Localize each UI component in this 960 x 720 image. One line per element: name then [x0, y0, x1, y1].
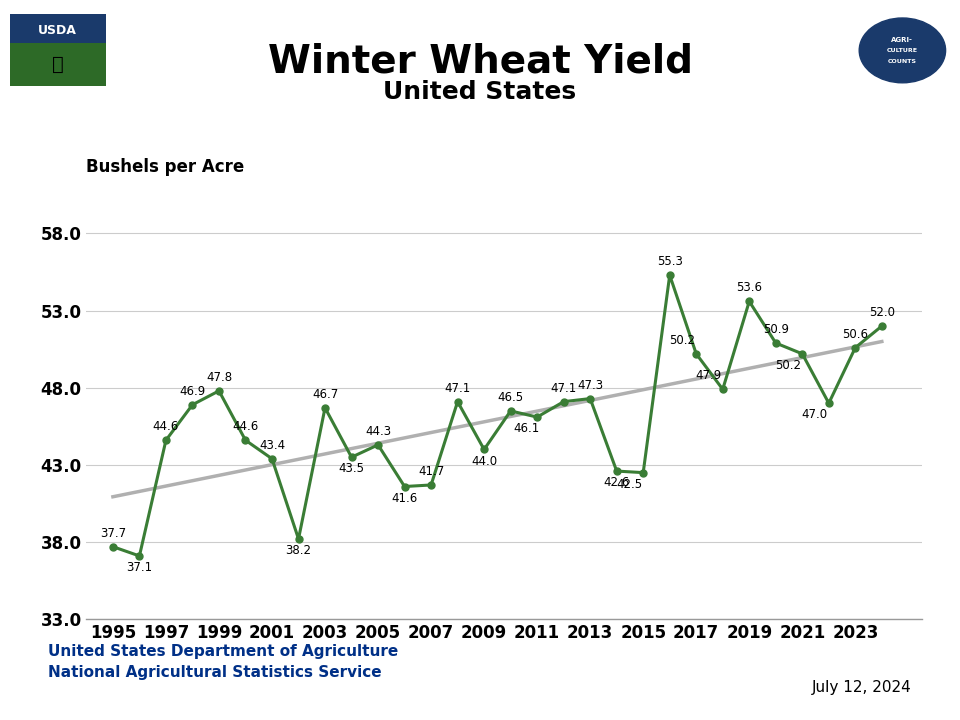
Text: 53.6: 53.6: [736, 282, 762, 294]
Text: 41.6: 41.6: [392, 492, 418, 505]
Text: 47.0: 47.0: [802, 408, 828, 421]
Text: 50.2: 50.2: [669, 334, 695, 347]
Text: USDA: USDA: [38, 24, 77, 37]
Text: 42.6: 42.6: [604, 476, 630, 489]
Text: 55.3: 55.3: [657, 255, 683, 268]
Text: 46.1: 46.1: [513, 422, 540, 435]
Text: 42.5: 42.5: [616, 477, 642, 491]
Text: COUNTS: COUNTS: [888, 59, 917, 63]
Text: 47.3: 47.3: [577, 379, 603, 392]
Text: 47.8: 47.8: [205, 371, 232, 384]
Text: Bushels per Acre: Bushels per Acre: [86, 158, 245, 176]
Text: 47.1: 47.1: [550, 382, 577, 395]
Text: July 12, 2024: July 12, 2024: [812, 680, 912, 695]
Text: 46.5: 46.5: [497, 391, 524, 404]
Text: 50.2: 50.2: [776, 359, 802, 372]
Text: 37.1: 37.1: [127, 561, 153, 574]
Text: 43.4: 43.4: [259, 438, 285, 451]
Bar: [10, 43, 106, 86]
Text: United States Department of Agriculture
National Agricultural Statistics Service: United States Department of Agriculture …: [48, 644, 398, 680]
Text: 37.7: 37.7: [100, 527, 126, 540]
Text: 38.2: 38.2: [285, 544, 311, 557]
Text: 50.6: 50.6: [842, 328, 868, 341]
Circle shape: [859, 18, 946, 83]
Text: 46.9: 46.9: [180, 384, 205, 397]
Text: 43.5: 43.5: [339, 462, 365, 475]
Text: 🌾: 🌾: [52, 55, 63, 74]
Text: Winter Wheat Yield: Winter Wheat Yield: [268, 42, 692, 80]
Text: 41.7: 41.7: [418, 465, 444, 478]
Text: 46.7: 46.7: [312, 388, 338, 401]
Text: CULTURE: CULTURE: [887, 48, 918, 53]
Text: 44.6: 44.6: [153, 420, 180, 433]
Text: AGRI-: AGRI-: [892, 37, 913, 42]
Text: 47.1: 47.1: [444, 382, 470, 395]
Text: 44.3: 44.3: [365, 425, 391, 438]
Text: 52.0: 52.0: [869, 306, 895, 319]
Text: 47.9: 47.9: [696, 369, 722, 382]
Bar: [10, 14, 106, 43]
Text: United States: United States: [383, 80, 577, 104]
Text: 44.6: 44.6: [232, 420, 258, 433]
Text: 50.9: 50.9: [763, 323, 789, 336]
Text: 44.0: 44.0: [471, 454, 497, 467]
